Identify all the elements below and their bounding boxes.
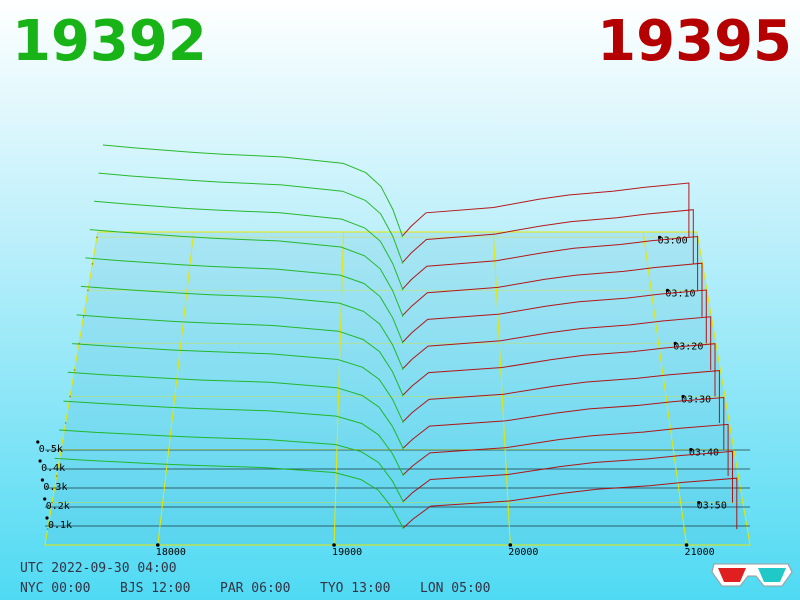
clock: NYC 00:00 — [20, 581, 90, 596]
ask-depth-line — [403, 423, 729, 476]
ask-depth-line — [402, 316, 712, 370]
time-tick — [681, 394, 685, 399]
price-grid-line — [492, 231, 511, 546]
time-tick-label: 03:20 — [673, 341, 703, 352]
ask-depth-line — [402, 289, 707, 344]
bid-depth-line — [80, 285, 404, 370]
depth-tick — [40, 478, 45, 482]
price-grid-line — [642, 231, 688, 546]
slice-time — [82, 316, 85, 318]
best-ask: 19395 — [597, 9, 792, 74]
clock: TYO 13:00 — [320, 581, 390, 596]
depth-tick-label: 0.1k — [48, 520, 72, 531]
depth-tick-label: 0.4k — [41, 463, 65, 474]
ask-depth-line — [403, 450, 733, 503]
time-tick — [665, 288, 670, 292]
time-tick-label: 03:50 — [697, 501, 727, 512]
bid-depth-line — [59, 429, 404, 503]
bid-depth-line — [67, 371, 404, 450]
slice-time — [96, 236, 98, 239]
ask-depth-line — [403, 477, 738, 530]
bid-depth-line — [89, 229, 403, 317]
time-tick — [697, 500, 701, 505]
slice-time — [91, 263, 94, 265]
slice-time — [64, 422, 67, 424]
slice-time — [69, 395, 71, 398]
depth-tick-label: 0.3k — [43, 482, 67, 493]
price-tick-label: 20000 — [508, 547, 538, 558]
slice-time — [46, 528, 49, 530]
depth-tick-label: 0.2k — [46, 501, 70, 512]
bid-depth-line — [54, 457, 404, 530]
bid-depth-line — [85, 257, 403, 344]
bid-depth-line — [72, 343, 404, 423]
ask-depth-line — [403, 396, 725, 450]
time-tick-label: 03:10 — [665, 288, 695, 299]
time-tick — [689, 447, 693, 452]
price-tick — [156, 543, 160, 547]
price-tick-label: 19000 — [332, 547, 362, 558]
bid-depth-line — [98, 172, 403, 264]
price-tick — [332, 543, 336, 547]
bid-depth-line — [94, 200, 403, 291]
ask-depth-line — [402, 209, 694, 264]
price-tick — [508, 543, 513, 547]
best-bid: 19392 — [12, 9, 207, 74]
clock: PAR 06:00 — [220, 581, 290, 596]
time-tick — [673, 341, 677, 346]
left-lens — [718, 568, 746, 582]
ask-depth-line — [402, 235, 699, 291]
slice-time — [55, 475, 58, 477]
ask-depth-line — [402, 262, 703, 317]
clock: LON 05:00 — [420, 581, 490, 596]
time-tick-label: 03:40 — [689, 448, 719, 459]
ask-depth-line — [402, 182, 690, 238]
clock: BJS 12:00 — [120, 581, 190, 596]
price-tick — [684, 543, 689, 547]
depth-tick — [38, 459, 42, 463]
slice-time — [60, 448, 62, 451]
depth-tick — [43, 497, 47, 501]
ask-depth-line — [402, 370, 720, 423]
depth-tick — [45, 516, 49, 520]
plot: 0.1k 0.2k 0.3k 0.4k 0.5k 18000 19000 20000 21000… — [36, 144, 751, 558]
depth-tick — [36, 440, 40, 444]
depth-tick-label: 0.5k — [39, 444, 63, 455]
ask-depth-line — [402, 343, 716, 397]
slice-time — [51, 501, 53, 504]
price-grid-line — [157, 231, 195, 546]
bid-depth-line — [76, 314, 404, 397]
price-tick-label: 18000 — [156, 547, 186, 558]
time-tick — [657, 235, 662, 239]
bid-depth-line — [63, 400, 404, 476]
right-lens — [758, 568, 786, 582]
utc-time: UTC 2022-09-30 04:00 — [20, 561, 177, 576]
clocks: NYC 00:00 BJS 12:00 PAR 06:00 TYO 13:00 LON … — [20, 581, 490, 596]
bid-depth-line — [102, 144, 403, 238]
floor — [44, 231, 751, 546]
slice-time — [73, 369, 76, 371]
price-tick-label: 21000 — [685, 547, 715, 558]
3d-glasses[interactable] — [711, 563, 793, 587]
slice-time — [87, 289, 89, 292]
time-tick-label: 03:00 — [658, 235, 688, 246]
